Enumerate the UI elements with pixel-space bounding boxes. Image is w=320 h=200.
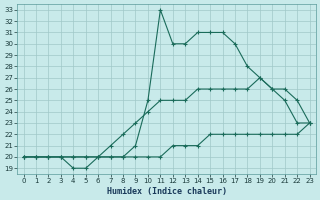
X-axis label: Humidex (Indice chaleur): Humidex (Indice chaleur) <box>107 187 227 196</box>
